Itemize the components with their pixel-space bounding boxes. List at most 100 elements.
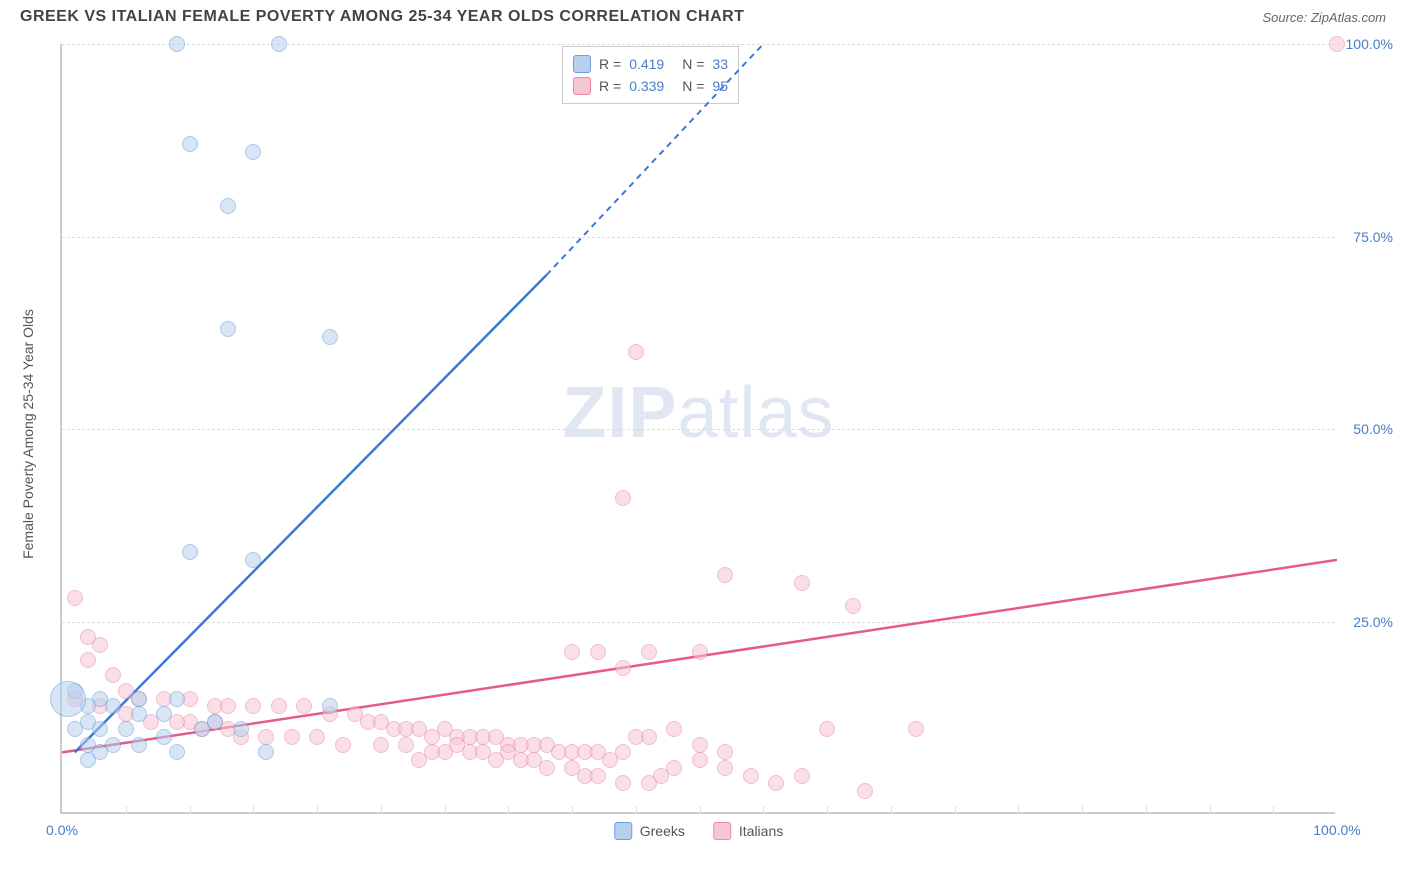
data-point-italians [590, 768, 606, 784]
stat-r-greeks: 0.419 [629, 56, 664, 72]
x-tick-label: 100.0% [1313, 822, 1360, 838]
gridline-vertical [1146, 806, 1147, 814]
data-point-italians [296, 698, 312, 714]
data-point-italians [424, 744, 440, 760]
data-point-greeks [258, 744, 274, 760]
x-tick-label: 0.0% [46, 822, 78, 838]
trend-line-greeks [75, 275, 547, 752]
gridline-vertical [700, 806, 701, 814]
y-tick-label: 50.0% [1353, 421, 1393, 437]
data-point-greeks [194, 721, 210, 737]
data-point-greeks [156, 729, 172, 745]
data-point-italians [564, 644, 580, 660]
data-point-italians [628, 344, 644, 360]
swatch-greeks [614, 822, 632, 840]
data-point-greeks [118, 721, 134, 737]
data-point-greeks [169, 36, 185, 52]
swatch-greeks [573, 55, 591, 73]
gridline-horizontal [62, 237, 1335, 238]
data-point-italians [692, 752, 708, 768]
gridline-vertical [955, 806, 956, 814]
data-point-greeks [169, 744, 185, 760]
data-point-greeks [322, 329, 338, 345]
data-point-italians [845, 598, 861, 614]
data-point-italians [615, 775, 631, 791]
gridline-vertical [1082, 806, 1083, 814]
data-point-italians [908, 721, 924, 737]
gridline-vertical [1018, 806, 1019, 814]
data-point-italians [692, 737, 708, 753]
gridline-vertical [763, 806, 764, 814]
legend-label-italians: Italians [739, 823, 783, 839]
data-point-italians [794, 575, 810, 591]
stat-row-greeks: R = 0.419 N = 33 [573, 53, 728, 75]
data-point-italians [641, 644, 657, 660]
gridline-vertical [317, 806, 318, 814]
stat-row-italians: R = 0.339 N = 95 [573, 75, 728, 97]
data-point-greeks [156, 706, 172, 722]
data-point-italians [373, 737, 389, 753]
gridline-vertical [572, 806, 573, 814]
gridline-horizontal [62, 622, 1335, 623]
data-point-italians [794, 768, 810, 784]
data-point-italians [743, 768, 759, 784]
data-point-greeks [233, 721, 249, 737]
data-point-italians [526, 752, 542, 768]
data-point-italians [500, 744, 516, 760]
gridline-vertical [827, 806, 828, 814]
data-point-italians [615, 660, 631, 676]
gridline-vertical [508, 806, 509, 814]
legend-item-italians: Italians [713, 822, 783, 840]
data-point-greeks [182, 136, 198, 152]
data-point-italians [692, 644, 708, 660]
correlation-stats-box: R = 0.419 N = 33 R = 0.339 N = 95 [562, 46, 739, 104]
data-point-greeks [131, 737, 147, 753]
data-point-italians [258, 729, 274, 745]
data-point-greeks [182, 544, 198, 560]
data-point-italians [666, 721, 682, 737]
data-point-italians [666, 760, 682, 776]
data-point-italians [80, 652, 96, 668]
data-point-italians [857, 783, 873, 799]
data-point-greeks [131, 691, 147, 707]
data-point-italians [245, 698, 261, 714]
swatch-italians [713, 822, 731, 840]
chart-area: Female Poverty Among 25-34 Year Olds ZIP… [60, 44, 1390, 824]
y-axis-title: Female Poverty Among 25-34 Year Olds [20, 309, 36, 559]
data-point-italians [309, 729, 325, 745]
stat-n-label: N = [682, 78, 704, 94]
gridline-vertical [445, 806, 446, 814]
gridline-vertical [1210, 806, 1211, 814]
data-point-greeks [245, 144, 261, 160]
data-point-italians [717, 744, 733, 760]
gridline-horizontal [62, 44, 1335, 45]
data-point-italians [67, 590, 83, 606]
data-point-italians [105, 667, 121, 683]
y-tick-label: 100.0% [1346, 36, 1393, 52]
stat-n-italians: 95 [712, 78, 728, 94]
data-point-greeks [322, 698, 338, 714]
gridline-vertical [253, 806, 254, 814]
legend: Greeks Italians [614, 822, 783, 840]
swatch-italians [573, 77, 591, 95]
gridline-vertical [1273, 806, 1274, 814]
gridline-horizontal [62, 429, 1335, 430]
data-point-italians [819, 721, 835, 737]
data-point-greeks [67, 721, 83, 737]
stat-r-label: R = [599, 56, 621, 72]
data-point-italians [590, 644, 606, 660]
legend-item-greeks: Greeks [614, 822, 685, 840]
scatter-plot: ZIPatlas R = 0.419 N = 33 R = 0.339 N = … [60, 44, 1335, 814]
data-point-italians [1329, 36, 1345, 52]
y-tick-label: 25.0% [1353, 614, 1393, 630]
stat-n-greeks: 33 [712, 56, 728, 72]
source-label: Source: ZipAtlas.com [1262, 10, 1386, 25]
gridline-vertical [636, 806, 637, 814]
legend-label-greeks: Greeks [640, 823, 685, 839]
gridline-vertical [190, 806, 191, 814]
data-point-italians [615, 490, 631, 506]
data-point-greeks [131, 706, 147, 722]
data-point-greeks [245, 552, 261, 568]
data-point-italians [220, 698, 236, 714]
data-point-greeks-large [50, 681, 86, 717]
